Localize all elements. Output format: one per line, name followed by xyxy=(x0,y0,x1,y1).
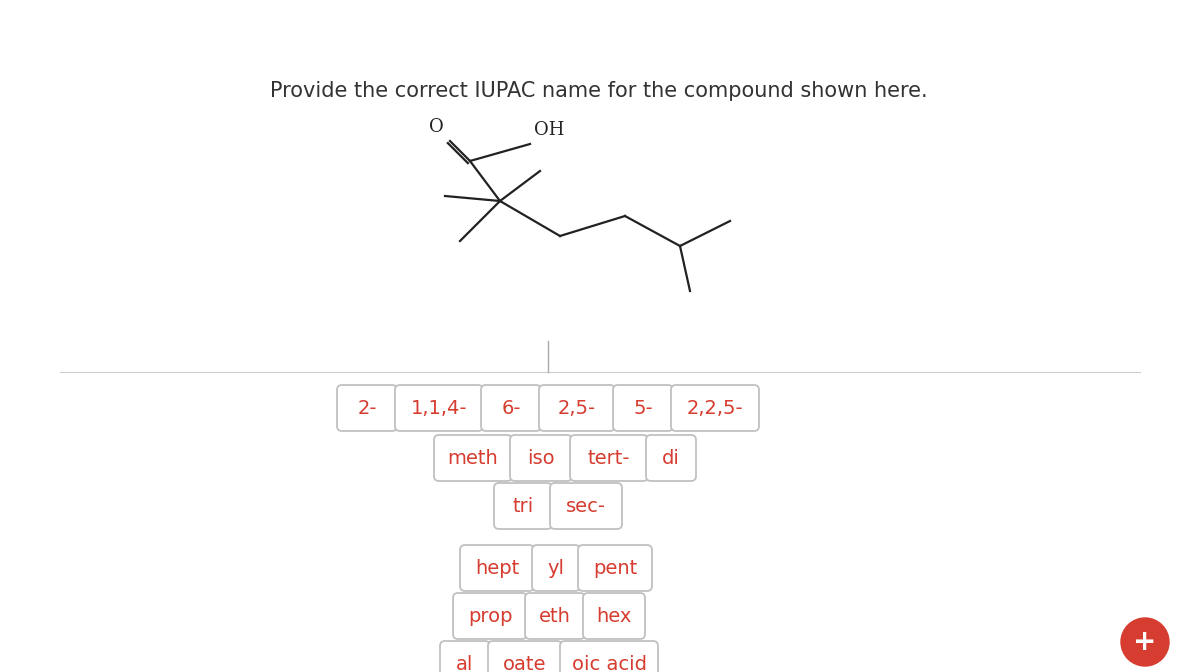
FancyBboxPatch shape xyxy=(526,593,586,639)
FancyBboxPatch shape xyxy=(583,593,646,639)
Text: hept: hept xyxy=(475,558,520,577)
Text: tri: tri xyxy=(512,497,534,515)
FancyBboxPatch shape xyxy=(570,435,648,481)
Text: Question 2 of 30: Question 2 of 30 xyxy=(526,10,674,28)
Text: 1,1,4-: 1,1,4- xyxy=(410,398,467,417)
FancyBboxPatch shape xyxy=(494,483,552,529)
Text: prop: prop xyxy=(468,607,512,626)
FancyBboxPatch shape xyxy=(510,435,572,481)
FancyBboxPatch shape xyxy=(532,545,580,591)
Text: hex: hex xyxy=(596,607,631,626)
FancyBboxPatch shape xyxy=(481,385,541,431)
Text: OH: OH xyxy=(534,121,564,139)
Text: yl: yl xyxy=(547,558,564,577)
Text: Provide the correct IUPAC name for the compound shown here.: Provide the correct IUPAC name for the c… xyxy=(270,81,928,101)
Text: Submit: Submit xyxy=(1114,10,1178,28)
Text: pent: pent xyxy=(593,558,637,577)
FancyBboxPatch shape xyxy=(578,545,652,591)
FancyBboxPatch shape xyxy=(671,385,760,431)
FancyBboxPatch shape xyxy=(560,641,658,672)
Text: di: di xyxy=(662,448,680,468)
Text: iso: iso xyxy=(527,448,554,468)
Text: O: O xyxy=(430,118,444,136)
Text: ‹: ‹ xyxy=(22,7,32,31)
FancyBboxPatch shape xyxy=(550,483,622,529)
Text: 2,5-: 2,5- xyxy=(558,398,596,417)
FancyBboxPatch shape xyxy=(337,385,397,431)
Text: 2,2,5-: 2,2,5- xyxy=(686,398,743,417)
Text: tert-: tert- xyxy=(588,448,630,468)
FancyBboxPatch shape xyxy=(613,385,673,431)
Text: al: al xyxy=(456,655,474,672)
Text: 2-: 2- xyxy=(358,398,377,417)
FancyBboxPatch shape xyxy=(395,385,482,431)
Text: 6-: 6- xyxy=(502,398,521,417)
FancyBboxPatch shape xyxy=(454,593,527,639)
Text: 5-: 5- xyxy=(634,398,653,417)
Circle shape xyxy=(1121,618,1169,666)
FancyBboxPatch shape xyxy=(440,641,490,672)
FancyBboxPatch shape xyxy=(460,545,534,591)
FancyBboxPatch shape xyxy=(539,385,616,431)
FancyBboxPatch shape xyxy=(434,435,512,481)
Text: eth: eth xyxy=(539,607,571,626)
FancyBboxPatch shape xyxy=(646,435,696,481)
Text: meth: meth xyxy=(448,448,498,468)
FancyBboxPatch shape xyxy=(488,641,562,672)
Text: oate: oate xyxy=(503,655,547,672)
Text: oic acid: oic acid xyxy=(571,655,647,672)
Text: +: + xyxy=(1133,628,1157,656)
Text: sec-: sec- xyxy=(566,497,606,515)
